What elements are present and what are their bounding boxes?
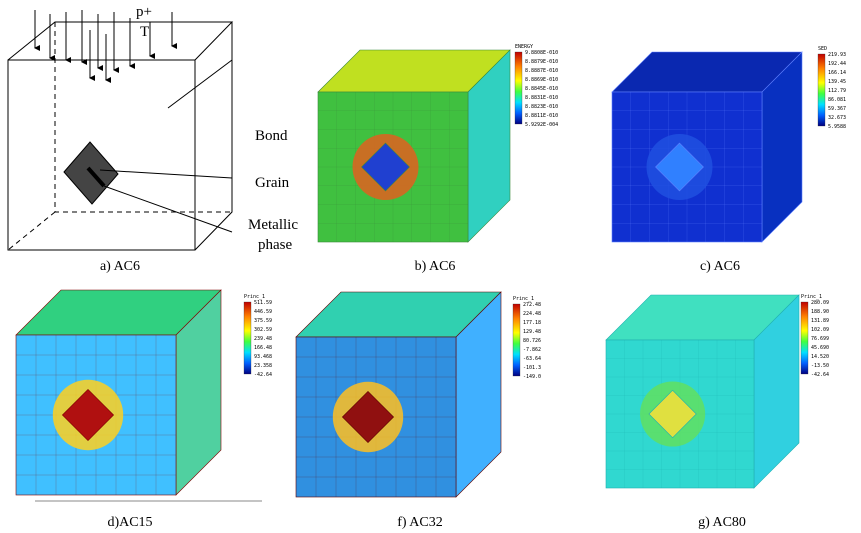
- bond-label: Bond: [255, 128, 288, 144]
- legend-label: 93.468: [254, 354, 272, 360]
- legend-label: 8.8831E-010: [525, 95, 558, 101]
- leader-line: [100, 170, 232, 178]
- metallic-label: phase: [258, 237, 292, 253]
- result-panel: Princ_1272.48224.48177.18129.4880.726-7.…: [296, 292, 541, 530]
- legend-label: 8.8811E-010: [525, 113, 558, 119]
- temperature-label: T: [140, 24, 149, 40]
- caption: c) AC6: [700, 259, 740, 274]
- legend-label: 59.367: [828, 106, 846, 112]
- figure: p+ T Bond Grain Metallic phase a) AC6 EN…: [0, 0, 861, 533]
- pressure-label: p+: [136, 4, 152, 20]
- colorbar: [513, 304, 520, 376]
- schematic: [8, 10, 232, 250]
- caption: a) AC6: [100, 259, 140, 274]
- legend-label: -149.0: [523, 374, 541, 380]
- legend-label: 14.520: [811, 354, 829, 360]
- box-edges: [8, 22, 232, 250]
- caption: g) AC80: [698, 515, 746, 530]
- result-panel: ENERGY9.8808E-0108.8879E-0108.8887E-0108…: [318, 44, 558, 274]
- legend-label: 177.18: [523, 320, 541, 326]
- legend-label: 5.9588: [828, 124, 846, 130]
- legend-label: 80.726: [523, 338, 541, 344]
- legend-label: -7.862: [523, 347, 541, 353]
- legend-label: 9.8808E-010: [525, 50, 558, 56]
- legend-label: 219.93: [828, 52, 846, 58]
- legend-label: -42.64: [254, 372, 272, 378]
- colorbar: [244, 302, 251, 374]
- legend-label: 302.59: [254, 327, 272, 333]
- legend-label: -63.64: [523, 356, 541, 362]
- legend-label: 8.8845E-010: [525, 86, 558, 92]
- legend-label: 192.44: [828, 61, 846, 67]
- legend-label: 8.8879E-010: [525, 59, 558, 65]
- legend-label: 224.48: [523, 311, 541, 317]
- legend-label: 23.358: [254, 363, 272, 369]
- caption: d)AC15: [107, 515, 152, 530]
- legend-label: 239.48: [254, 336, 272, 342]
- colorbar: [818, 54, 825, 126]
- legend-label: 32.673: [828, 115, 846, 121]
- legend-label: 511.59: [254, 300, 272, 306]
- legend-label: 139.45: [828, 79, 846, 85]
- legend-label: 8.8887E-010: [525, 68, 558, 74]
- result-panel: Princ_1511.59446.59375.59302.59239.48166…: [16, 290, 272, 530]
- grain-label: Grain: [255, 175, 290, 191]
- legend-label: 45.690: [811, 345, 829, 351]
- legend-label: -13.50: [811, 363, 829, 369]
- legend-label: -101.3: [523, 365, 541, 371]
- legend-label: 76.699: [811, 336, 829, 342]
- caption: f) AC32: [397, 515, 443, 530]
- legend-title: SED: [818, 46, 827, 52]
- load-arrows: [35, 10, 172, 80]
- legend-label: 166.48: [254, 345, 272, 351]
- legend-label: -42.64: [811, 372, 829, 378]
- colorbar: [515, 52, 522, 124]
- legend-label: 8.8823E-010: [525, 104, 558, 110]
- leader-line: [104, 186, 232, 232]
- caption: b) AC6: [415, 259, 456, 274]
- colorbar: [801, 302, 808, 374]
- legend-label: 102.09: [811, 327, 829, 333]
- legend-label: 188.90: [811, 309, 829, 315]
- legend-label: 166.14: [828, 70, 846, 76]
- legend-label: 375.59: [254, 318, 272, 324]
- legend-label: 131.89: [811, 318, 829, 324]
- legend-label: 112.79: [828, 88, 846, 94]
- legend-label: 86.081: [828, 97, 846, 103]
- metallic-label: Metallic: [248, 217, 298, 233]
- result-panel: Princ_1280.09188.90131.89102.0976.69945.…: [606, 294, 829, 530]
- legend-label: 272.48: [523, 302, 541, 308]
- legend-label: 5.9292E-004: [525, 122, 558, 128]
- legend-label: 446.59: [254, 309, 272, 315]
- legend-label: 8.8869E-010: [525, 77, 558, 83]
- leader-line: [168, 60, 232, 108]
- legend-label: 129.48: [523, 329, 541, 335]
- legend-label: 280.09: [811, 300, 829, 306]
